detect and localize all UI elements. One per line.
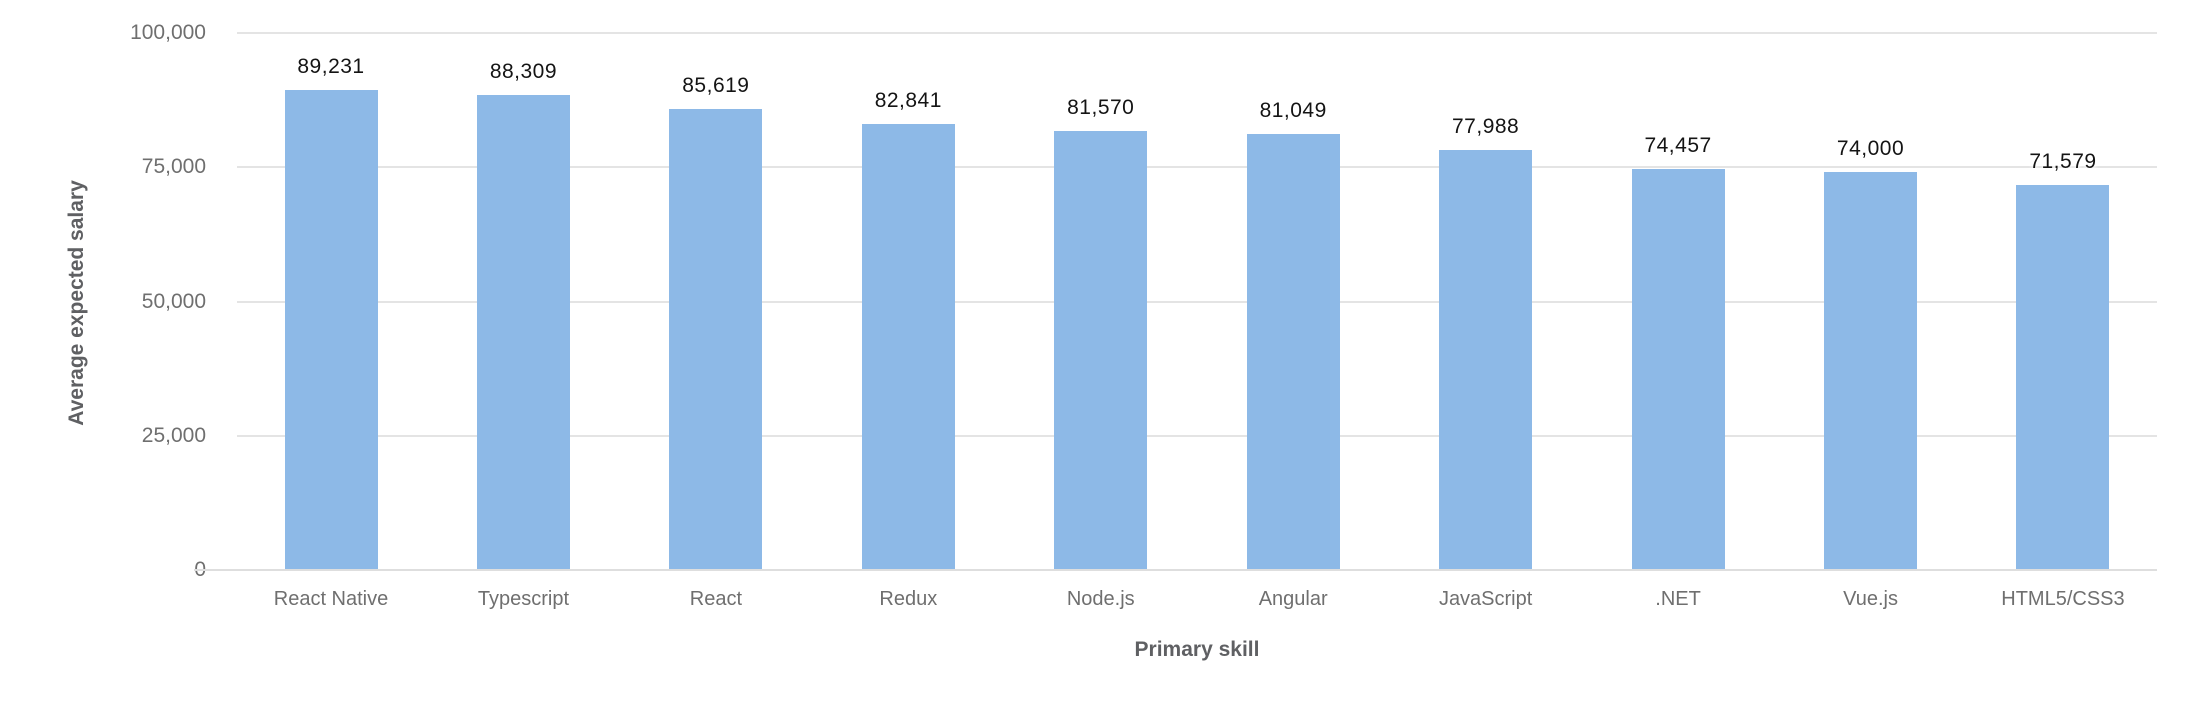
bar-javascript[interactable] (1439, 150, 1533, 569)
gridline (237, 434, 2157, 437)
bar-typescript[interactable] (476, 94, 570, 569)
x-axis-line (194, 569, 2157, 571)
y-tick-label: 75,000 (141, 155, 206, 179)
bar-value-label: 88,309 (489, 59, 558, 83)
x-tick-label: .NET (1655, 588, 1701, 610)
bar-react[interactable] (669, 109, 763, 569)
gridline (237, 300, 2157, 303)
bar-vue-js[interactable] (1824, 171, 1918, 569)
gridline (237, 32, 2157, 34)
bar-value-label: 74,457 (1644, 134, 1712, 158)
x-tick-label: Node.js (1066, 588, 1135, 610)
bar-value-label: 74,000 (1836, 136, 1905, 160)
bar-redux[interactable] (861, 124, 955, 569)
x-tick-label: Angular (1258, 588, 1328, 610)
bar-react-native[interactable] (284, 89, 378, 569)
x-tick-label: JavaScript (1438, 588, 1533, 610)
bar-angular[interactable] (1246, 133, 1340, 569)
x-tick-label: React (689, 588, 742, 610)
bar-value-label: 82,841 (874, 89, 942, 113)
plot-area: 89,231 88,309 85,619 82,841 81,570 81,049 77,9… (194, 32, 2157, 571)
y-tick-label: 25,000 (141, 423, 206, 447)
bar-value-label: 77,988 (1452, 115, 1520, 139)
bar-value-label: 81,570 (1067, 95, 1135, 119)
bar-value-label: 85,619 (682, 74, 750, 98)
bar-value-label: 89,231 (297, 54, 365, 78)
x-tick-label: Vue.js (1843, 588, 1898, 610)
bar-node-js[interactable] (1054, 130, 1148, 569)
y-tick-label: 0 (0, 558, 206, 582)
x-tick-label: Redux (879, 588, 938, 610)
x-tick-label: React Native (273, 588, 389, 610)
bar-html5-css3[interactable] (2016, 184, 2110, 569)
gridline (237, 166, 2157, 169)
bar--net[interactable] (1631, 169, 1725, 569)
bar-value-label: 81,049 (1259, 98, 1327, 122)
x-axis-title: Primary skill (1134, 638, 1260, 661)
bar-value-label: 71,579 (2029, 149, 2097, 173)
x-tick-label: HTML5/CSS3 (2001, 588, 2125, 610)
x-tick-label: Typescript (477, 588, 570, 610)
y-tick-label: 100,000 (130, 21, 206, 44)
y-tick-label: 50,000 (141, 289, 206, 313)
